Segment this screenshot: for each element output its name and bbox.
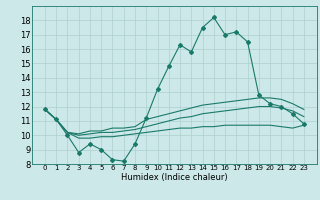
X-axis label: Humidex (Indice chaleur): Humidex (Indice chaleur) <box>121 173 228 182</box>
